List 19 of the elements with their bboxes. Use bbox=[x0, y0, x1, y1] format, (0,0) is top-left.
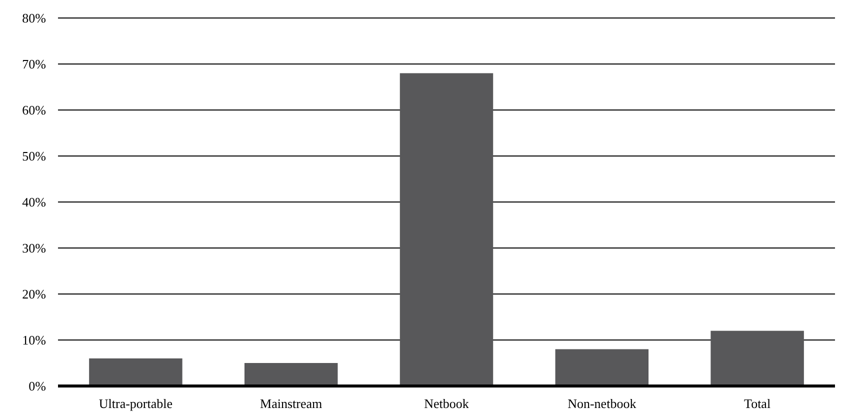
bar bbox=[555, 349, 649, 386]
x-tick-label: Mainstream bbox=[260, 396, 322, 411]
bar bbox=[89, 358, 182, 386]
y-tick-label: 80% bbox=[22, 10, 46, 26]
y-tick-label: 70% bbox=[22, 56, 46, 72]
bar bbox=[400, 73, 494, 386]
y-tick-label: 30% bbox=[22, 240, 46, 256]
bar bbox=[244, 363, 338, 386]
x-tick-label: Netbook bbox=[424, 396, 470, 411]
y-tick-label: 50% bbox=[22, 148, 46, 164]
y-tick-label: 20% bbox=[22, 286, 46, 302]
x-tick-label: Non-netbook bbox=[568, 396, 637, 411]
bar bbox=[710, 330, 804, 386]
y-tick-label: 60% bbox=[22, 102, 46, 118]
y-tick-label: 10% bbox=[22, 332, 46, 348]
y-tick-label: 0% bbox=[28, 378, 46, 394]
x-tick-label: Total bbox=[744, 396, 771, 411]
y-tick-label: 40% bbox=[22, 194, 46, 210]
x-tick-label: Ultra-portable bbox=[98, 396, 173, 411]
